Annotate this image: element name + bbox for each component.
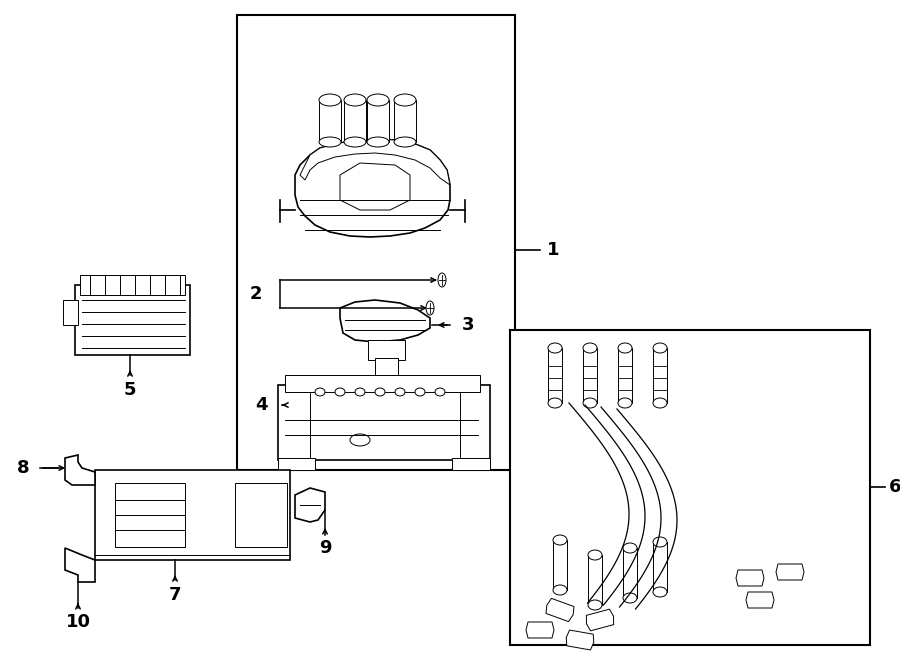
Polygon shape — [65, 455, 95, 485]
Bar — [588, 555, 602, 605]
Ellipse shape — [350, 434, 370, 446]
Text: 7: 7 — [169, 586, 181, 604]
Ellipse shape — [319, 94, 341, 106]
Polygon shape — [526, 622, 554, 638]
Bar — [653, 348, 667, 403]
Bar — [75, 285, 190, 355]
Ellipse shape — [653, 398, 667, 408]
Bar — [368, 340, 405, 360]
Bar — [452, 458, 490, 470]
Ellipse shape — [653, 537, 667, 547]
Polygon shape — [736, 570, 764, 586]
Polygon shape — [586, 609, 614, 631]
Text: 10: 10 — [66, 613, 91, 631]
Bar — [278, 385, 490, 460]
Bar — [548, 348, 562, 403]
Ellipse shape — [394, 94, 416, 106]
Ellipse shape — [438, 273, 446, 287]
Text: 3: 3 — [462, 316, 474, 334]
Bar — [285, 375, 480, 392]
Bar — [95, 470, 290, 560]
Bar — [553, 540, 567, 590]
Polygon shape — [546, 598, 574, 621]
Polygon shape — [340, 163, 410, 210]
Bar — [583, 348, 597, 403]
Ellipse shape — [623, 593, 637, 603]
Ellipse shape — [315, 388, 325, 396]
Polygon shape — [340, 300, 430, 342]
Ellipse shape — [415, 388, 425, 396]
Ellipse shape — [623, 543, 637, 553]
Bar — [235, 483, 287, 547]
Ellipse shape — [395, 388, 405, 396]
Ellipse shape — [355, 388, 365, 396]
Bar — [618, 348, 632, 403]
Ellipse shape — [548, 398, 562, 408]
Text: 6: 6 — [889, 478, 900, 496]
Polygon shape — [295, 139, 450, 237]
Bar — [278, 458, 315, 470]
Bar — [394, 100, 416, 142]
Bar — [319, 100, 341, 142]
Bar — [510, 330, 870, 645]
Ellipse shape — [588, 600, 602, 610]
Ellipse shape — [618, 398, 632, 408]
Text: 2: 2 — [249, 285, 262, 303]
Ellipse shape — [344, 137, 366, 147]
Text: 9: 9 — [319, 539, 331, 557]
Text: 5: 5 — [124, 381, 136, 399]
Ellipse shape — [553, 585, 567, 595]
Ellipse shape — [553, 535, 567, 545]
Ellipse shape — [588, 550, 602, 560]
Ellipse shape — [394, 137, 416, 147]
Polygon shape — [295, 488, 325, 522]
Text: 1: 1 — [547, 241, 559, 259]
Ellipse shape — [335, 388, 345, 396]
Text: 4: 4 — [256, 396, 268, 414]
Polygon shape — [300, 139, 450, 185]
Polygon shape — [746, 592, 774, 608]
Ellipse shape — [583, 343, 597, 353]
Bar — [80, 275, 185, 295]
Ellipse shape — [653, 343, 667, 353]
Ellipse shape — [618, 343, 632, 353]
Bar — [375, 358, 398, 378]
Bar — [344, 100, 366, 142]
Bar — [653, 542, 667, 592]
Polygon shape — [566, 630, 594, 650]
Polygon shape — [776, 564, 804, 580]
Ellipse shape — [583, 398, 597, 408]
Ellipse shape — [319, 137, 341, 147]
Bar — [623, 548, 637, 598]
Bar — [237, 15, 515, 470]
Bar — [367, 100, 389, 142]
Ellipse shape — [367, 137, 389, 147]
Bar — [63, 300, 78, 325]
Ellipse shape — [653, 587, 667, 597]
Polygon shape — [65, 548, 95, 582]
Ellipse shape — [548, 343, 562, 353]
Text: 8: 8 — [17, 459, 30, 477]
Bar — [115, 483, 185, 547]
Ellipse shape — [435, 388, 445, 396]
Ellipse shape — [426, 301, 434, 315]
Ellipse shape — [375, 388, 385, 396]
Ellipse shape — [344, 94, 366, 106]
Ellipse shape — [367, 94, 389, 106]
